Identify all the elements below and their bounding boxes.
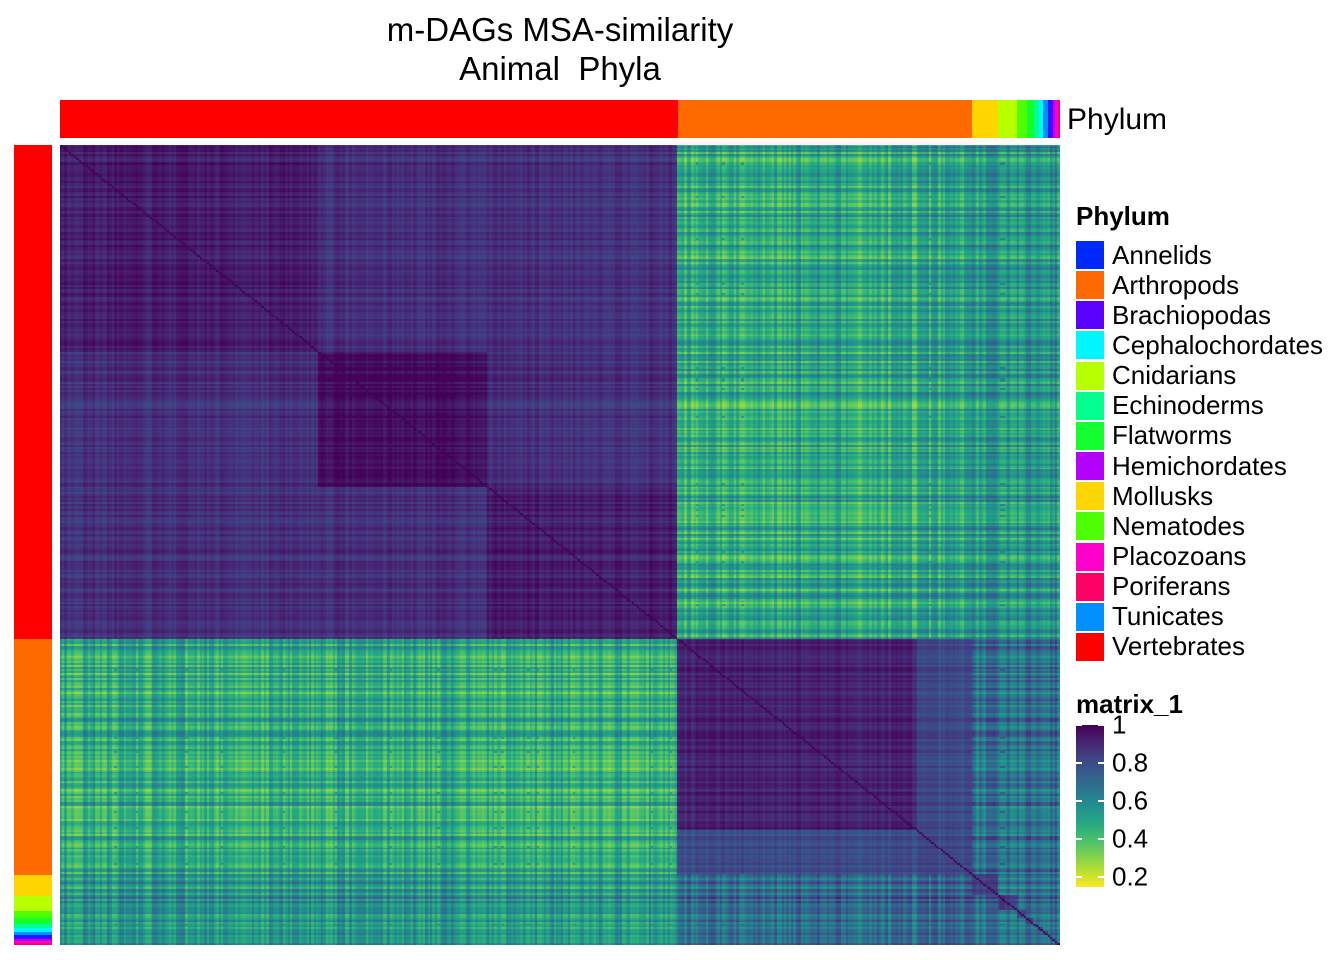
- colorbar: [1076, 725, 1104, 887]
- legend-item: Placozoans: [1076, 541, 1247, 571]
- chart-title-line-2: Animal Phyla: [459, 50, 661, 87]
- phylum-segment: [1026, 100, 1035, 138]
- colorbar-tick: [1098, 724, 1104, 726]
- phylum-segment: [14, 639, 52, 876]
- phylum-segment: [14, 941, 52, 944]
- colorbar-tick-label: 1: [1112, 709, 1127, 740]
- legend-item: Flatworms: [1076, 420, 1232, 451]
- legend-label: Poriferans: [1112, 571, 1231, 602]
- legend-item: Hemichordates: [1076, 450, 1287, 481]
- legend-swatch: [1076, 271, 1104, 300]
- legend-swatch: [1076, 421, 1104, 450]
- phylum-segment: [14, 931, 52, 936]
- legend-swatch: [1076, 241, 1104, 269]
- phylum-segment: [1017, 100, 1028, 138]
- legend-label: Nematodes: [1112, 510, 1245, 541]
- legend-label: Annelids: [1112, 239, 1212, 270]
- phylum-segment: [1050, 100, 1054, 138]
- legend-item: Tunicates: [1076, 601, 1224, 632]
- phylum-segment: [14, 895, 52, 912]
- phylum-segment: [1038, 100, 1044, 138]
- colorbar-tick: [1098, 762, 1104, 765]
- legend-item: Cnidarians: [1076, 360, 1237, 391]
- legend-swatch: [1076, 542, 1104, 571]
- colorbar-tick-label: 0.4: [1112, 823, 1149, 854]
- top-phylum-annotation-bar: [60, 100, 1061, 138]
- legend-swatch: [1076, 331, 1104, 360]
- colorbar-tick-label: 0.8: [1112, 747, 1149, 778]
- legend-swatch: [1076, 452, 1104, 481]
- heatmap-body: [60, 145, 1060, 945]
- legend-swatch: [1076, 632, 1104, 661]
- phylum-segment: [1043, 100, 1049, 138]
- legend-label: Tunicates: [1112, 601, 1224, 632]
- phylum-segment: [14, 937, 52, 940]
- colorbar-tick: [1076, 876, 1082, 879]
- legend-swatch: [1076, 602, 1104, 631]
- left-phylum-annotation-bar: [14, 145, 52, 946]
- colorbar-tick-label: 0.2: [1112, 861, 1149, 892]
- legend-label: Vertebrates: [1112, 631, 1245, 662]
- legend-swatch: [1076, 512, 1104, 541]
- legend-swatch: [1076, 361, 1104, 390]
- legend-item: Vertebrates: [1076, 631, 1245, 662]
- legend-swatch: [1076, 482, 1104, 511]
- legend-label: Flatworms: [1112, 420, 1232, 451]
- colorbar-tick-label: 0.6: [1112, 785, 1149, 816]
- legend-label: Arthropods: [1112, 269, 1240, 300]
- legend-item: Brachiopodas: [1076, 299, 1271, 330]
- phylum-segment: [14, 935, 52, 938]
- legend-label: Echinoderms: [1112, 390, 1264, 421]
- phylum-legend-title: Phylum: [1076, 201, 1170, 231]
- legend-label: Mollusks: [1112, 480, 1214, 511]
- colorbar-tick: [1076, 838, 1082, 841]
- phylum-segment: [14, 145, 52, 640]
- phylum-segment: [14, 874, 52, 896]
- phylum-segment: [14, 924, 52, 929]
- phylum-segment: [14, 910, 52, 919]
- phylum-segment: [1033, 100, 1040, 138]
- colorbar-tick: [1076, 762, 1082, 765]
- colorbar-tick: [1098, 838, 1104, 841]
- chart-title-line-1: m-DAGs MSA-similarity: [386, 11, 734, 48]
- phylum-segment: [972, 100, 999, 138]
- legend-item: Cephalochordates: [1076, 329, 1324, 360]
- legend-swatch: [1076, 391, 1104, 420]
- legend-item: Nematodes: [1076, 510, 1245, 541]
- colorbar-tick: [1076, 800, 1082, 803]
- matrix-legend-title: matrix_1: [1076, 689, 1183, 719]
- legend-label: Hemichordates: [1112, 450, 1287, 481]
- annotation-label: Phylum: [1067, 103, 1168, 136]
- colorbar-tick: [1098, 876, 1104, 879]
- legend-item: Mollusks: [1076, 480, 1214, 511]
- phylum-segment: [1055, 100, 1059, 138]
- phylum-segment: [14, 943, 52, 946]
- phylum-segment: [60, 100, 679, 138]
- legend-item: Arthropods: [1076, 269, 1240, 300]
- phylum-segment: [14, 918, 52, 925]
- legend-item: Annelids: [1076, 239, 1212, 270]
- phylum-segment: [998, 100, 1018, 138]
- legend-label: Cephalochordates: [1112, 329, 1324, 360]
- legend-swatch: [1076, 301, 1104, 330]
- phylum-segment: [14, 927, 52, 933]
- phylum-segment: [1057, 100, 1061, 138]
- legend-item: Echinoderms: [1076, 390, 1264, 421]
- legend-label: Placozoans: [1112, 541, 1247, 571]
- legend-swatch: [1076, 572, 1104, 601]
- colorbar-tick: [1098, 800, 1104, 803]
- phylum-segment: [1048, 100, 1051, 138]
- colorbar-tick: [1076, 724, 1082, 726]
- legend-item: Poriferans: [1076, 571, 1231, 602]
- legend-label: Cnidarians: [1112, 360, 1237, 391]
- legend-label: Brachiopodas: [1112, 299, 1271, 330]
- phylum-segment: [677, 100, 973, 138]
- phylum-segment: [1052, 100, 1056, 138]
- phylum-segment: [14, 939, 52, 942]
